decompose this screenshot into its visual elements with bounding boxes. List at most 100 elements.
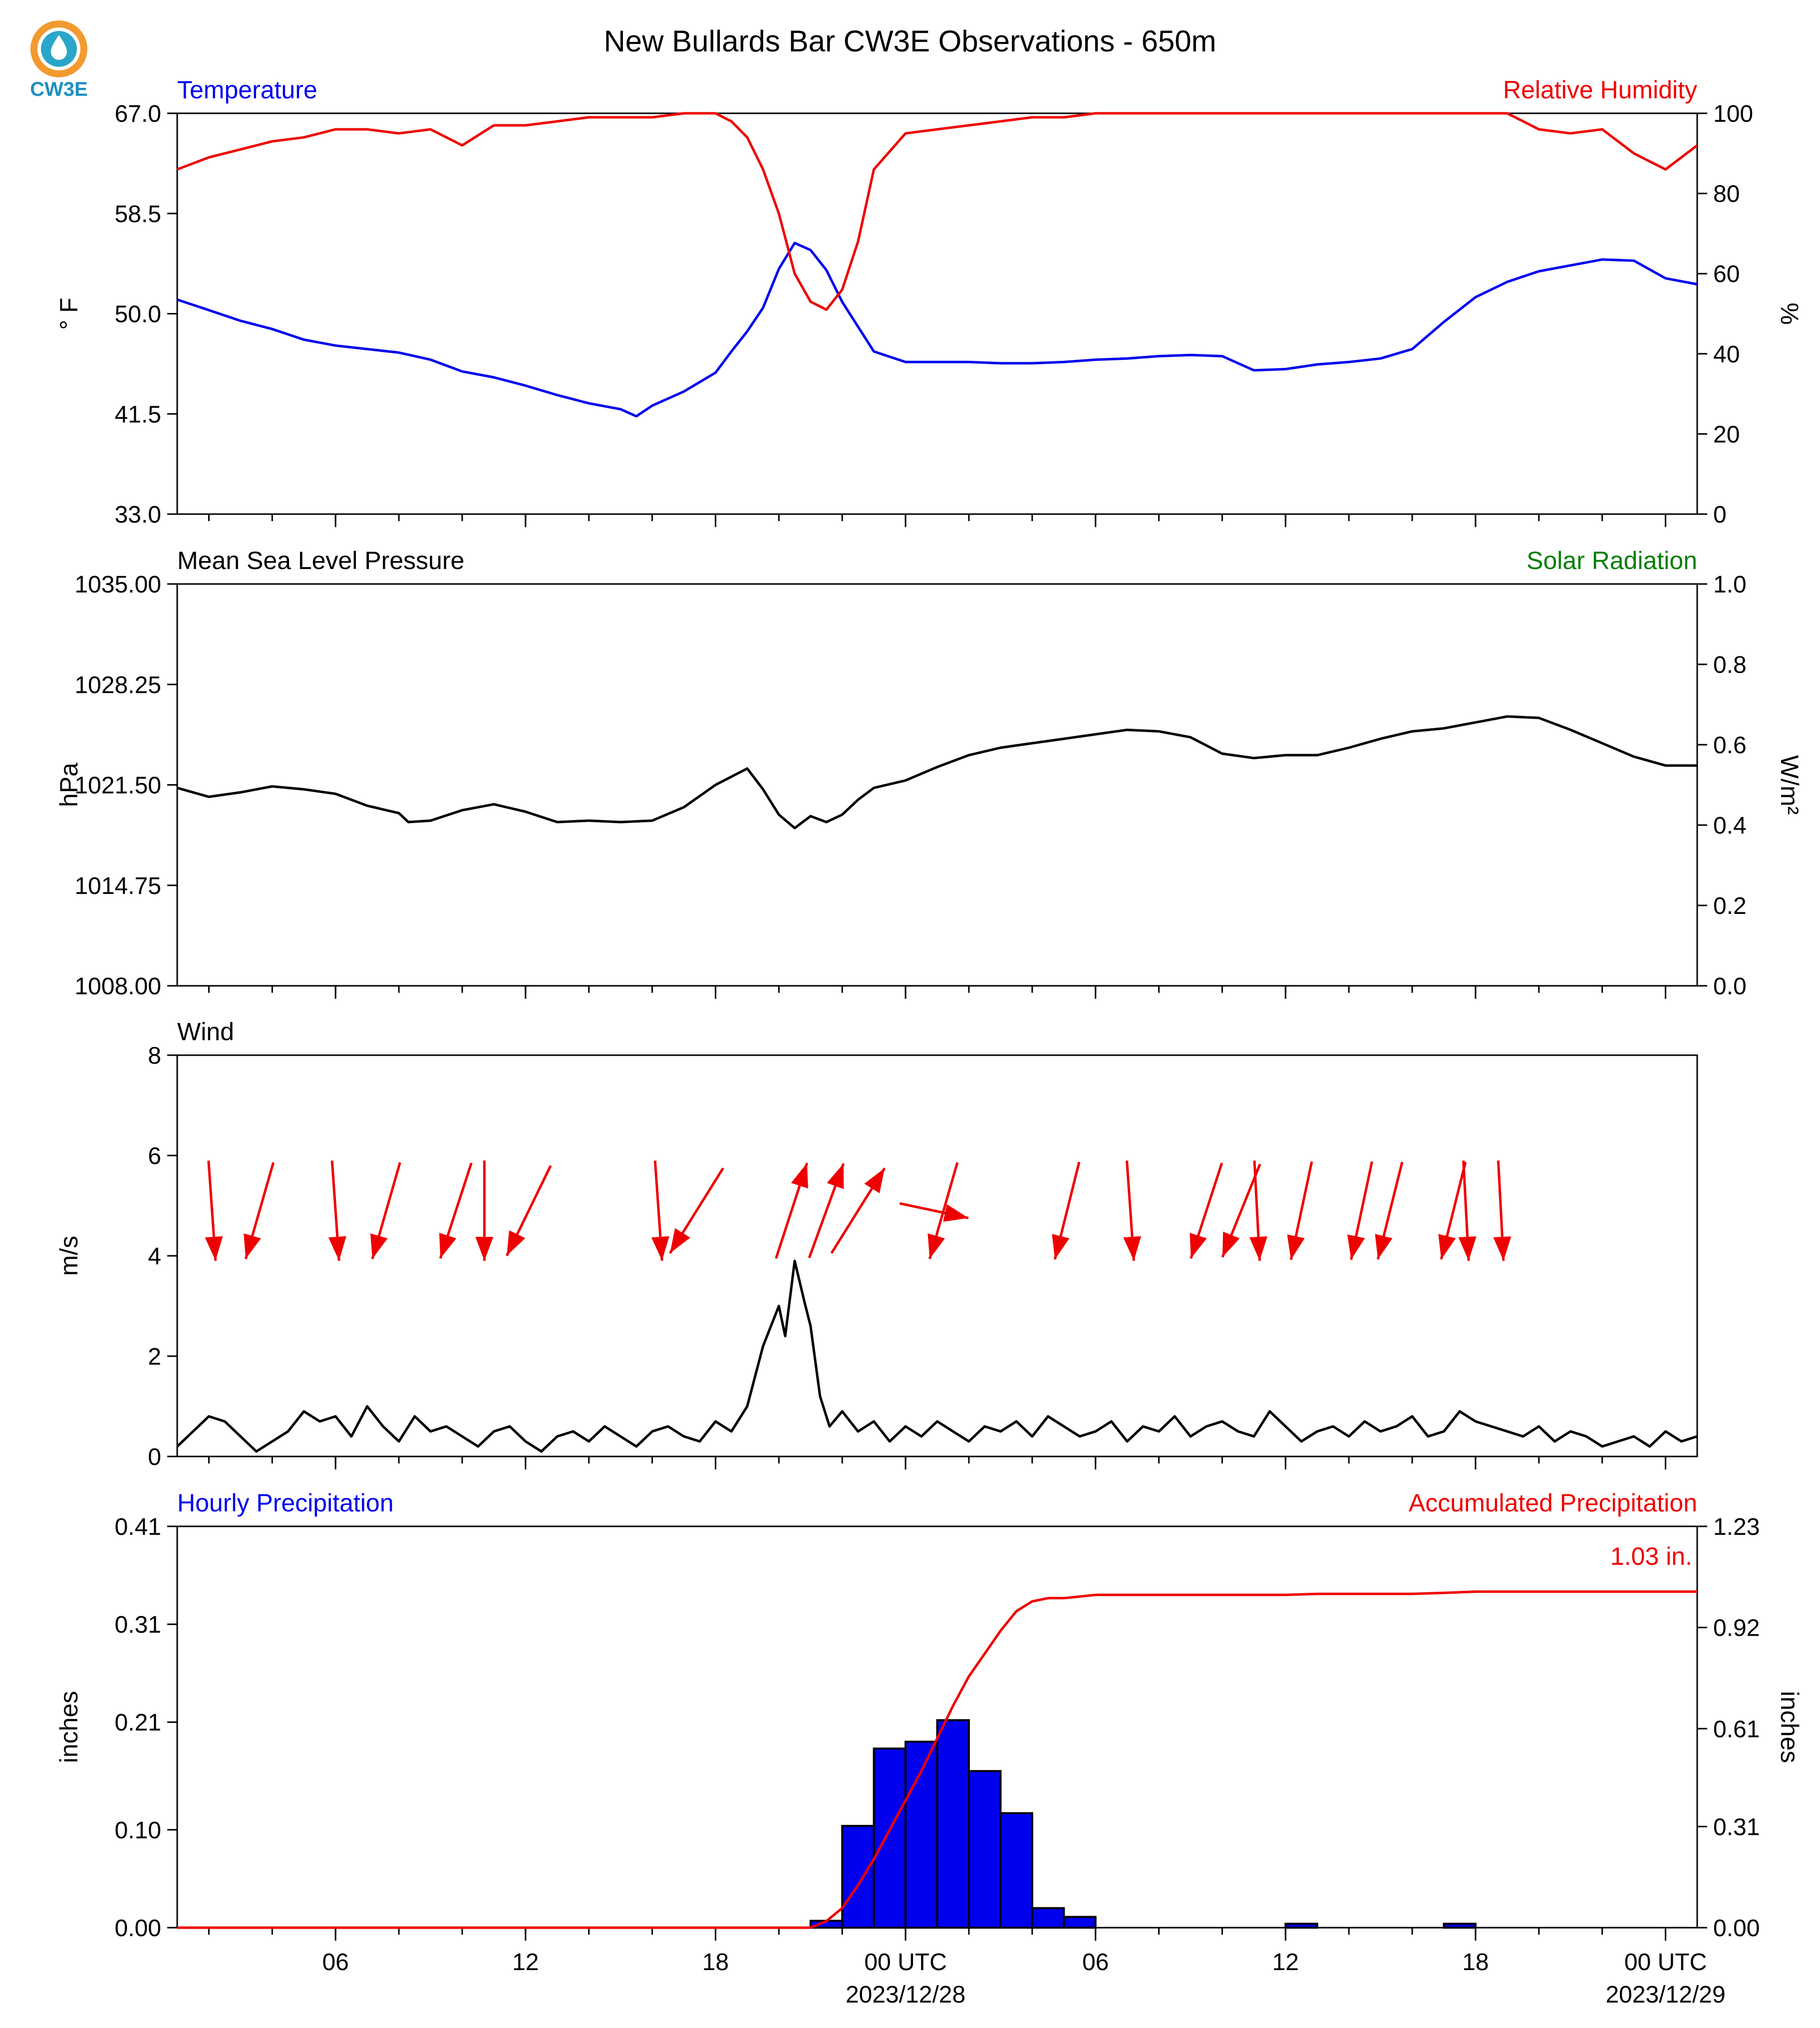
wind-arrow-head-icon	[205, 1236, 223, 1261]
wind-arrow-head-icon	[507, 1230, 526, 1256]
x-tick-sublabel: 2023/12/29	[1605, 1982, 1725, 2008]
x-tick-label: 00 UTC	[1624, 1949, 1707, 1976]
y-tick-label-right: 60	[1713, 261, 1740, 288]
wind-arrow-head-icon	[1287, 1234, 1305, 1260]
y-tick-label-left: 0.00	[115, 1915, 161, 1942]
wind-arrow-head-icon	[1458, 1236, 1477, 1261]
wind-arrow-head-icon	[475, 1237, 494, 1261]
y-tick-label-left: 41.5	[115, 401, 161, 428]
wind-arrow-head-icon	[864, 1168, 885, 1193]
wind-arrow-head-icon	[1249, 1236, 1267, 1261]
y-tick-label-right: 80	[1713, 181, 1740, 208]
precip-bar	[999, 1812, 1033, 1929]
wind-arrow-head-icon	[328, 1236, 346, 1261]
series-line-mean-sea-level-pressure	[177, 715, 1697, 830]
y-tick-label-right: 0.31	[1713, 1814, 1760, 1840]
y-tick-label-left: 1008.00	[74, 973, 161, 1000]
y-tick-label-right: 0.8	[1713, 652, 1747, 678]
y-tick-label-right: 0.2	[1713, 893, 1747, 919]
y-tick-label-left: 4	[148, 1243, 161, 1270]
wind-arrow-head-icon	[1493, 1236, 1512, 1261]
wind-arrow-head-icon	[791, 1162, 809, 1189]
y-tick-label-left: 50.0	[115, 301, 161, 328]
precip-bar	[841, 1825, 875, 1929]
y-tick-label-left: 0.31	[115, 1612, 161, 1638]
panel-title-right: Accumulated Precipitation	[1409, 1489, 1697, 1517]
panel-title-right: Relative Humidity	[1503, 76, 1697, 104]
panels: 33.041.550.058.567.0020406080100Temperat…	[55, 76, 1804, 2008]
precip-bar	[1063, 1916, 1097, 1929]
wind-arrow-head-icon	[439, 1232, 457, 1259]
plot-frame-0	[176, 112, 1698, 515]
y-tick-label-left: 33.0	[115, 502, 161, 528]
x-tick-sublabel: 2023/12/28	[846, 1982, 965, 2008]
y-tick-label-left: 8	[148, 1043, 161, 1069]
y-axis-label-right: %	[1776, 302, 1804, 324]
y-tick-label-right: 0.92	[1713, 1615, 1760, 1642]
series-line-temperature	[177, 242, 1698, 418]
series-line-wind	[176, 1259, 1698, 1453]
wind-arrow-head-icon	[1123, 1236, 1142, 1261]
y-tick-label-right: 1.0	[1713, 572, 1747, 598]
x-tick-label: 06	[1082, 1949, 1109, 1976]
y-axis-label-right: inches	[1776, 1691, 1804, 1763]
y-tick-label-left: 0.21	[115, 1710, 161, 1736]
y-tick-label-left: 2	[148, 1344, 161, 1370]
y-tick-label-right: 20	[1713, 421, 1740, 448]
y-axis-label-left: inches	[55, 1691, 83, 1763]
y-tick-label-left: 58.5	[115, 201, 161, 228]
cw3e-logo: CW3E	[30, 20, 88, 100]
x-tick-label: 12	[512, 1949, 539, 1976]
panel-title-left: Wind	[177, 1018, 234, 1046]
y-axis-label-left: ° F	[55, 297, 83, 329]
y-tick-label-right: 0.61	[1713, 1716, 1760, 1742]
y-tick-label-right: 0.00	[1713, 1915, 1760, 1942]
wind-arrow-head-icon	[1375, 1234, 1393, 1260]
y-tick-label-left: 6	[148, 1143, 161, 1169]
y-axis-label-left: m/s	[55, 1236, 83, 1276]
y-tick-label-right: 0	[1713, 502, 1727, 528]
precip-bar	[1031, 1907, 1065, 1929]
y-axis-label-right: W/m²	[1776, 755, 1804, 815]
plot-frame-1	[176, 583, 1698, 987]
series-line-accumulated-precipitation	[177, 1590, 1697, 1929]
y-tick-label-left: 1021.50	[74, 773, 161, 799]
accumulated-total-label: 1.03 in.	[1610, 1542, 1692, 1570]
y-tick-label-left: 1028.25	[74, 672, 161, 698]
panel-title-left: Hourly Precipitation	[177, 1489, 394, 1517]
y-tick-label-right: 100	[1713, 101, 1753, 127]
wind-arrow-head-icon	[670, 1228, 690, 1253]
x-tick-label: 18	[1462, 1949, 1489, 1976]
y-tick-label-left: 1035.00	[74, 572, 161, 598]
wind-arrow-head-icon	[1052, 1234, 1070, 1260]
precip-bar	[1443, 1923, 1477, 1929]
wind-arrow-head-icon	[1190, 1232, 1207, 1259]
precip-bar	[873, 1747, 907, 1929]
y-tick-label-left: 1014.75	[74, 873, 161, 899]
x-tick-label: 06	[322, 1949, 348, 1976]
series-line-relative-humidity	[177, 112, 1698, 311]
y-tick-label-left: 67.0	[115, 101, 161, 127]
y-tick-label-right: 0.0	[1713, 973, 1747, 1000]
cw3e-logo-drop-icon	[51, 35, 67, 60]
panel-title-left: Mean Sea Level Pressure	[177, 547, 464, 575]
wind-arrow-head-icon	[651, 1236, 669, 1261]
y-tick-label-right: 1.23	[1713, 1514, 1760, 1540]
cw3e-logo-ring-icon	[30, 20, 87, 77]
x-tick-label: 12	[1272, 1949, 1299, 1976]
x-tick-label: 00 UTC	[864, 1949, 946, 1976]
y-tick-label-right: 0.4	[1713, 813, 1747, 839]
wind-arrow-head-icon	[1347, 1234, 1365, 1260]
y-tick-label-left: 0.41	[115, 1514, 161, 1540]
y-tick-label-left: 0.10	[115, 1817, 161, 1844]
y-tick-label-left: 0	[148, 1444, 161, 1470]
wind-arrow-head-icon	[827, 1163, 844, 1189]
wind-arrow-head-icon	[943, 1204, 968, 1222]
y-axis-label-left: hPa	[55, 763, 83, 807]
precip-bar	[1284, 1923, 1318, 1929]
chart-title: New Bullards Bar CW3E Observations - 650…	[604, 24, 1216, 58]
x-tick-label: 18	[702, 1949, 729, 1976]
precip-bar	[967, 1770, 1002, 1929]
panel-title-left: Temperature	[177, 76, 317, 104]
